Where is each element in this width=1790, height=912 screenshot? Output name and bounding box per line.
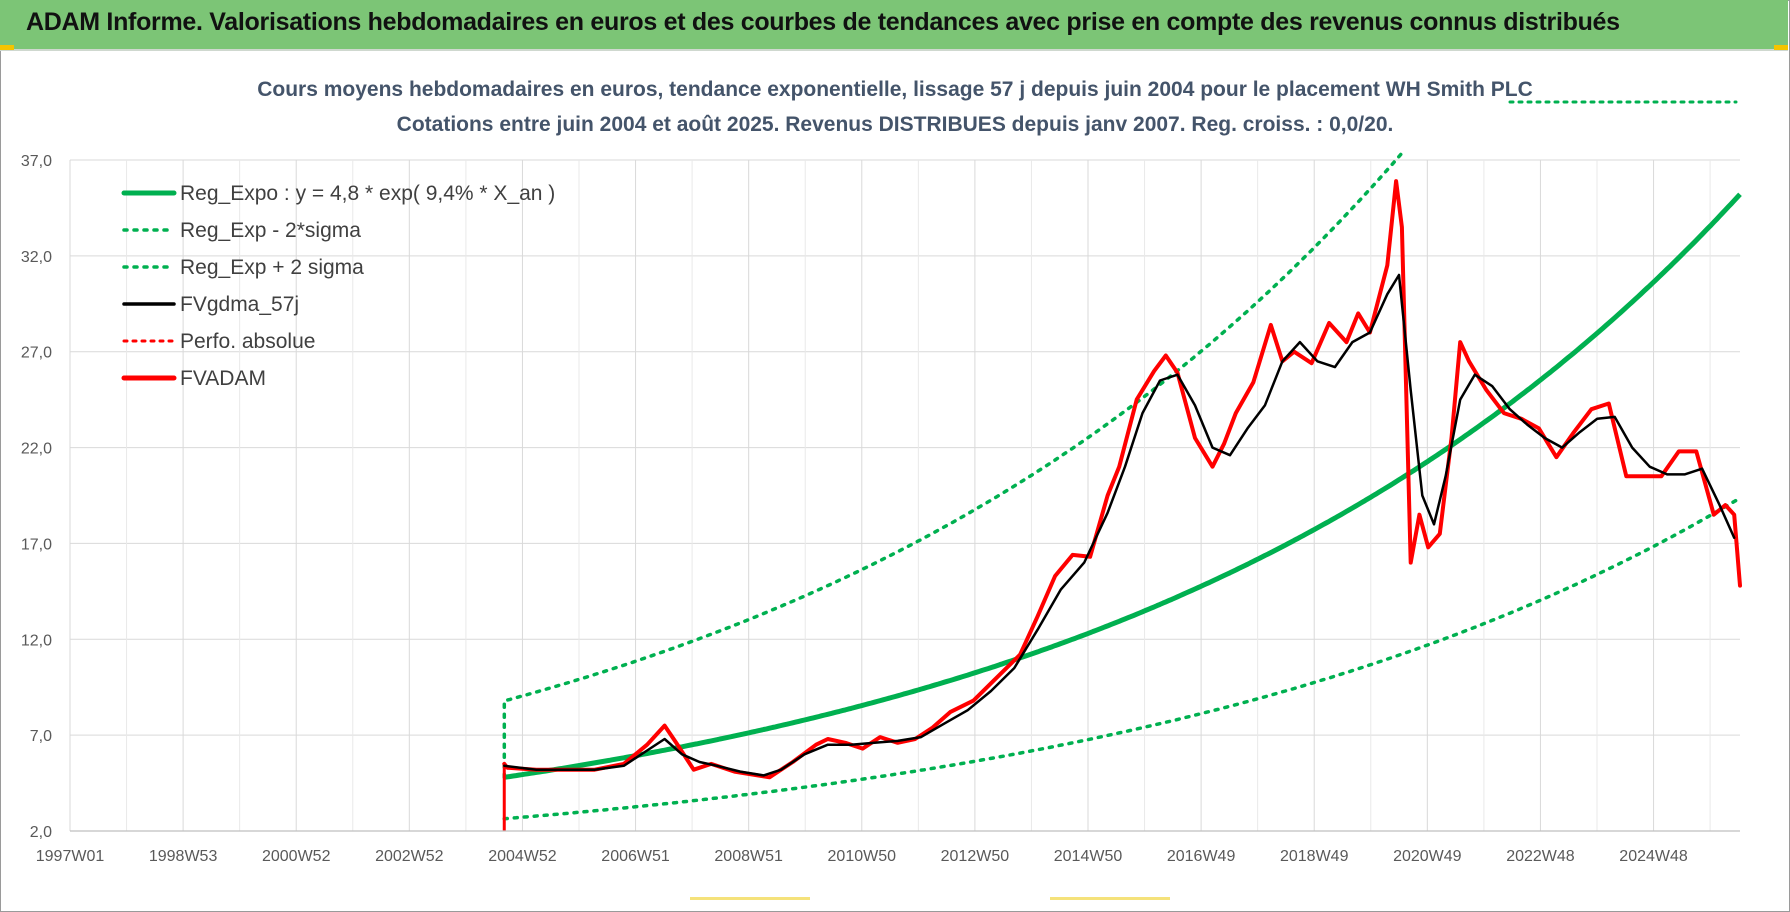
bottom-marker-2	[1050, 897, 1170, 900]
x-tick-label: 2022W48	[1506, 848, 1575, 865]
y-tick-label: 17,0	[21, 536, 52, 553]
x-tick-label: 2008W51	[714, 848, 783, 865]
x-tick-label: 2012W50	[941, 848, 1010, 865]
fvadam-line	[502, 179, 1742, 780]
x-tick-label: 2002W52	[375, 848, 444, 865]
x-tick-label: 2024W48	[1619, 848, 1688, 865]
x-tick-label: 2018W49	[1280, 848, 1349, 865]
x-tick-label: 2010W50	[828, 848, 897, 865]
legend-label: Reg_Expo : y = 4,8 * exp( 9,4% * X_an )	[180, 182, 555, 205]
legend-label: Perfo. absolue	[180, 330, 315, 353]
series-layer	[502, 151, 1742, 831]
x-tick-label: 2004W52	[488, 848, 557, 865]
y-tick-label: 7,0	[30, 728, 52, 745]
x-tick-label: 2020W49	[1393, 848, 1462, 865]
legend: Reg_Expo : y = 4,8 * exp( 9,4% * X_an ) R…	[121, 182, 555, 390]
y-tick-label: 37,0	[21, 153, 52, 170]
axes: 2,0 7,0 12,0 17,0 22,0 27,0 32,0 37,0 1997W01 199…	[21, 153, 1740, 865]
y-tick-label: 2,0	[30, 824, 52, 841]
x-tick-label: 1997W01	[36, 848, 105, 865]
legend-label: Reg_Exp - 2*sigma	[180, 219, 361, 242]
banner-title: ADAM Informe. Valorisations hebdomadaire…	[26, 8, 1620, 36]
y-tick-label: 22,0	[21, 441, 52, 458]
chart-title-line-1: Cours moyens hebdomadaires en euros, ten…	[257, 78, 1533, 101]
legend-label: FVADAM	[180, 367, 266, 390]
x-tick-label: 2016W49	[1167, 848, 1236, 865]
y-tick-label: 12,0	[21, 632, 52, 649]
reg-exp-minus-2sigma-line	[502, 496, 1742, 821]
legend-label: FVgdma_57j	[180, 293, 299, 316]
y-tick-label: 32,0	[21, 249, 52, 266]
y-tick-label: 27,0	[21, 345, 52, 362]
reg-expo-line	[503, 192, 1742, 780]
x-tick-label: 2006W51	[601, 848, 670, 865]
grid	[69, 159, 1740, 832]
reg-exp-plus-2sigma-line	[502, 151, 1404, 780]
x-tick-label: 2000W52	[262, 848, 331, 865]
header-banner: ADAM Informe. Valorisations hebdomadaire…	[0, 0, 1788, 51]
x-tick-label: 2014W50	[1054, 848, 1123, 865]
bottom-marker-1	[690, 897, 810, 900]
fvgdma-57j-line	[503, 273, 1736, 777]
legend-label: Reg_Exp + 2 sigma	[180, 256, 364, 279]
corner-marker-left	[0, 45, 14, 50]
x-tick-label: 1998W53	[149, 848, 218, 865]
corner-marker-right	[1774, 45, 1788, 50]
chart-title-line-2: Cotations entre juin 2004 et août 2025. …	[397, 113, 1394, 136]
